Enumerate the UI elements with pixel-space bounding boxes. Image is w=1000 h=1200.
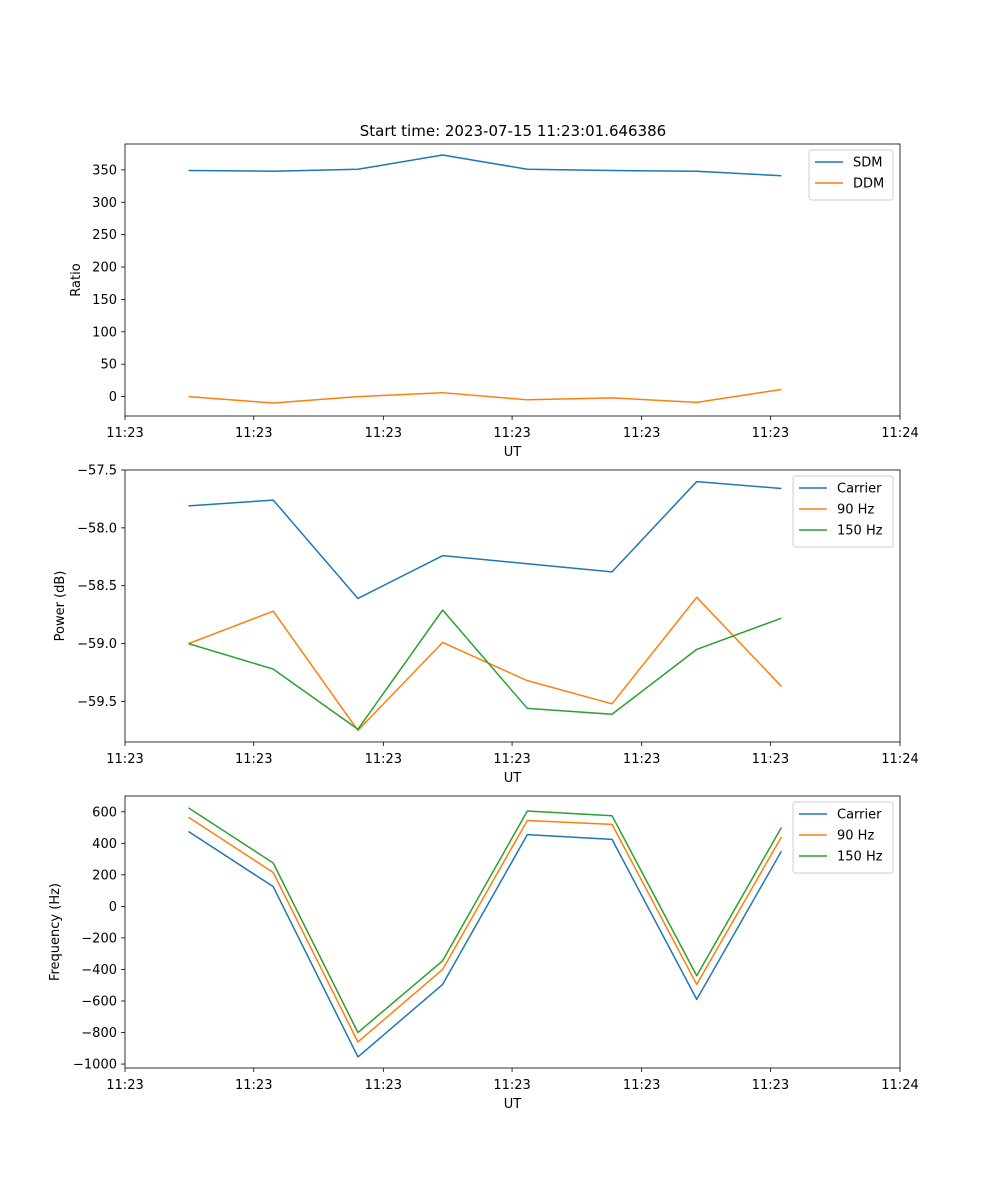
- power-legend: Carrier 90 Hz 150 Hz: [792, 475, 894, 548]
- power-y-tick-label: −58.0: [77, 521, 117, 536]
- power-y-axis-label: Power (dB): [53, 571, 68, 642]
- power-x-tick-label: 11:23: [623, 752, 660, 767]
- ratio-x-tick-label: 11:23: [493, 426, 530, 441]
- power-x-tick-label: 11:24: [881, 752, 918, 767]
- frequency-legend-label: 150 Hz: [837, 850, 883, 865]
- ratio-x-tick-label: 11:23: [235, 426, 272, 441]
- frequency-y-axis-label: Frequency (Hz): [48, 883, 63, 981]
- power-y-tick-label: −57.5: [77, 464, 117, 479]
- power-axes-frame: [124, 469, 901, 743]
- ratio-y-tick-label: 300: [92, 196, 117, 211]
- ratio-x-tick-label: 11:23: [365, 426, 402, 441]
- power-y-tick-label: −59.5: [77, 695, 117, 710]
- ratio-chart: 11:23 11:23 11:23 11:23 11:23 11:23 11:24 UT 0 50…: [69, 143, 919, 460]
- frequency-y-tick-label: −400: [81, 963, 117, 978]
- frequency-x-axis-label: UT: [504, 1097, 522, 1112]
- ratio-x-tick-label: 11:23: [106, 426, 143, 441]
- frequency-y-tick-label: 0: [109, 900, 117, 915]
- frequency-y-tick-label: 400: [92, 837, 117, 852]
- frequency-y-tick-label: −800: [81, 1026, 117, 1041]
- ratio-y-tick-label: 150: [92, 293, 117, 308]
- frequency-y-tick-label: −600: [81, 994, 117, 1009]
- power-series-line-150-hz: [188, 609, 782, 731]
- ratio-legend-label: SDM: [853, 156, 882, 171]
- ratio-y-tick-label: 350: [92, 163, 117, 178]
- frequency-y-tick-label: −200: [81, 931, 117, 946]
- power-x-tick-label: 11:23: [106, 752, 143, 767]
- ratio-series-line-ddm: [188, 388, 782, 404]
- frequency-y-tick-label: −1000: [73, 1058, 117, 1073]
- ratio-series-line-sdm: [188, 154, 782, 177]
- power-x-axis-label: UT: [504, 771, 522, 786]
- ratio-y-tick-label: 0: [109, 390, 117, 405]
- power-x-tick-label: 11:23: [235, 752, 272, 767]
- ratio-x-tick-label: 11:23: [752, 426, 789, 441]
- ratio-x-tick-label: 11:24: [881, 426, 918, 441]
- frequency-y-tick-label: 200: [92, 868, 117, 883]
- power-legend-label: Carrier: [837, 482, 882, 497]
- frequency-y-tick-label: 600: [92, 805, 117, 820]
- frequency-legend: Carrier 90 Hz 150 Hz: [792, 801, 894, 874]
- ratio-legend: SDM DDM: [808, 149, 894, 201]
- frequency-legend-label: 90 Hz: [837, 829, 874, 844]
- ratio-x-axis-label: UT: [504, 445, 522, 460]
- frequency-x-tick-label: 11:23: [235, 1078, 272, 1093]
- power-y-tick-label: −59.0: [77, 637, 117, 652]
- frequency-series-line-90-hz: [188, 816, 783, 1043]
- power-legend-label: 90 Hz: [837, 503, 874, 518]
- ratio-axes-frame: [124, 143, 901, 417]
- power-chart: 11:23 11:23 11:23 11:23 11:23 11:23 11:24 UT −59…: [53, 464, 919, 787]
- frequency-x-tick-label: 11:23: [493, 1078, 530, 1093]
- frequency-x-tick-label: 11:24: [881, 1078, 918, 1093]
- ratio-y-tick-label: 50: [100, 358, 117, 373]
- frequency-x-tick-label: 11:23: [752, 1078, 789, 1093]
- figure-title: Start time: 2023-07-15 11:23:01.646386: [360, 122, 666, 140]
- power-y-tick-label: −58.5: [77, 579, 117, 594]
- frequency-chart: 11:23 11:23 11:23 11:23 11:23 11:23 11:24 UT −10…: [48, 795, 919, 1112]
- frequency-x-tick-label: 11:23: [623, 1078, 660, 1093]
- frequency-x-tick-label: 11:23: [365, 1078, 402, 1093]
- power-x-tick-label: 11:23: [752, 752, 789, 767]
- ratio-legend-label: DDM: [853, 177, 884, 192]
- ratio-y-tick-label: 100: [92, 325, 117, 340]
- frequency-legend-label: Carrier: [837, 808, 882, 823]
- power-legend-label: 150 Hz: [837, 524, 883, 539]
- frequency-x-tick-label: 11:23: [106, 1078, 143, 1093]
- frequency-series-line-carrier: [188, 830, 783, 1058]
- power-x-tick-label: 11:23: [365, 752, 402, 767]
- power-series-line-90-hz: [188, 596, 782, 732]
- power-series-line-carrier: [188, 480, 782, 600]
- ratio-y-axis-label: Ratio: [69, 263, 84, 296]
- frequency-axes-frame: [124, 795, 901, 1069]
- ratio-y-tick-label: 250: [92, 228, 117, 243]
- ratio-y-tick-label: 200: [92, 261, 117, 276]
- ratio-x-tick-label: 11:23: [623, 426, 660, 441]
- power-x-tick-label: 11:23: [493, 752, 530, 767]
- frequency-series-line-150-hz: [188, 807, 783, 1034]
